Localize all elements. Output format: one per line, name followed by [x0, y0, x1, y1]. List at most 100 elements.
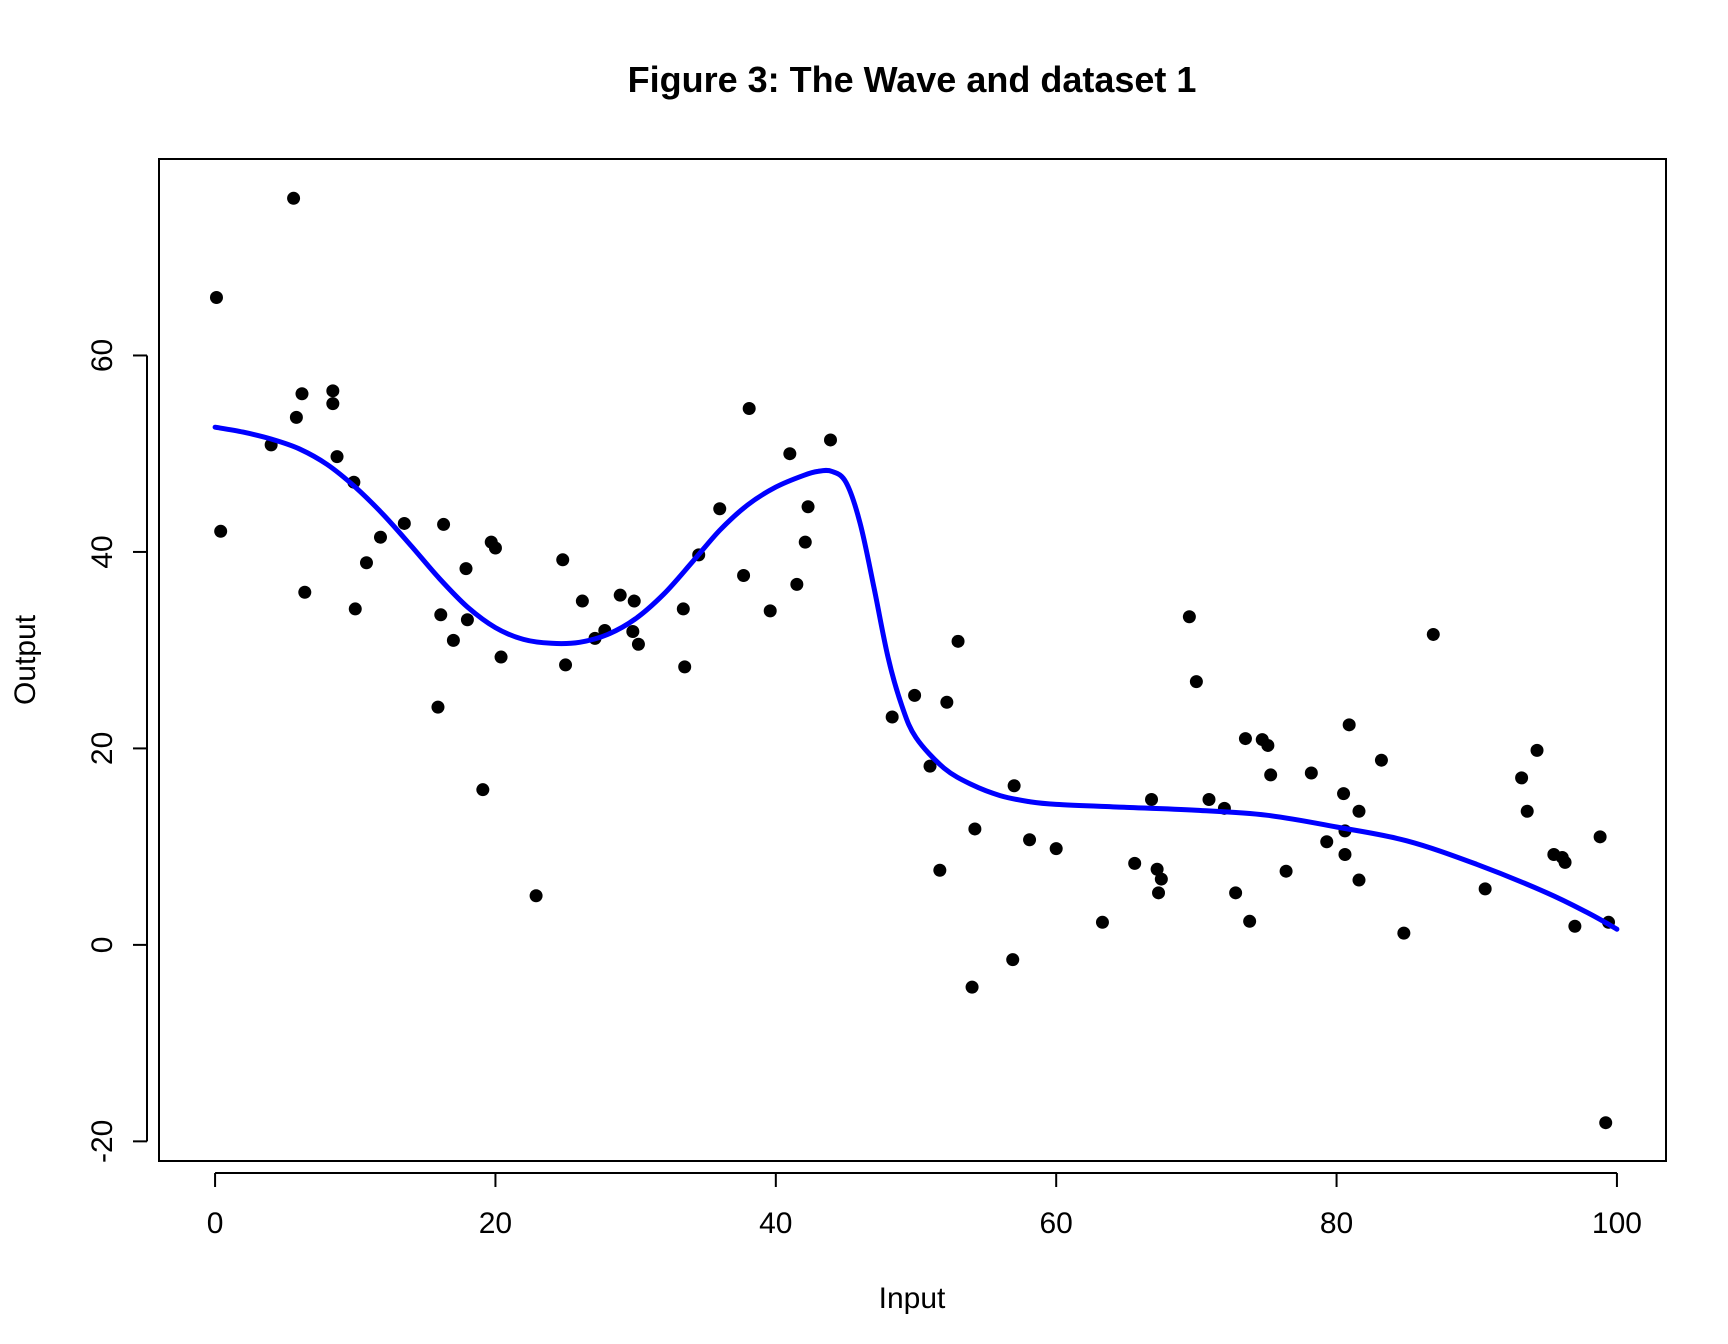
- data-point-18: [446, 633, 460, 647]
- data-point-34: [631, 637, 645, 651]
- data-point-65: [1182, 610, 1196, 624]
- data-point-84: [1374, 753, 1388, 767]
- data-point-54: [968, 822, 982, 836]
- data-point-90: [1530, 743, 1544, 757]
- data-points: [209, 191, 1616, 1130]
- data-point-7: [326, 384, 340, 398]
- data-point-23: [488, 541, 502, 555]
- data-point-12: [359, 556, 373, 570]
- data-point-62: [1150, 862, 1164, 876]
- fitted-curve: [212, 424, 1620, 932]
- data-point-67: [1202, 792, 1216, 806]
- data-point-9: [330, 450, 344, 464]
- y-tick-label-3: 40: [86, 535, 119, 568]
- x-axis: 0 20 40 60 80 100: [207, 1172, 1642, 1240]
- data-point-46: [823, 433, 837, 447]
- y-axis: -20 0 20 40 60: [86, 339, 148, 1163]
- data-point-33: [627, 594, 641, 608]
- data-point-44: [798, 535, 812, 549]
- data-point-45: [801, 500, 815, 514]
- data-point-82: [1352, 873, 1366, 887]
- data-point-13: [373, 530, 387, 544]
- data-point-63: [1152, 886, 1166, 900]
- data-point-66: [1189, 675, 1203, 689]
- data-point-48: [908, 688, 922, 702]
- data-point-4: [289, 410, 303, 424]
- data-point-52: [951, 634, 965, 648]
- data-point-81: [1342, 718, 1356, 732]
- x-tick-label-2: 40: [759, 1207, 792, 1240]
- y-axis-label: Output: [9, 614, 42, 705]
- y-tick-label-1: 0: [86, 937, 119, 954]
- data-point-6: [298, 585, 312, 599]
- data-point-41: [763, 604, 777, 618]
- y-tick-label-2: 20: [86, 732, 119, 765]
- y-tick-label-0: -20: [86, 1120, 119, 1163]
- data-point-74: [1264, 768, 1278, 782]
- data-point-21: [476, 783, 490, 797]
- data-point-0: [209, 291, 223, 305]
- data-point-28: [575, 594, 589, 608]
- data-point-32: [626, 625, 640, 639]
- data-point-83: [1352, 804, 1366, 818]
- data-point-55: [1006, 953, 1020, 967]
- x-tick-label-3: 60: [1040, 1207, 1073, 1240]
- data-point-43: [790, 577, 804, 591]
- data-point-35: [676, 602, 690, 616]
- data-point-25: [529, 889, 543, 903]
- data-point-87: [1478, 882, 1492, 896]
- data-point-47: [885, 710, 899, 724]
- data-point-88: [1515, 771, 1529, 785]
- x-axis-label: Input: [879, 1282, 946, 1315]
- data-point-77: [1320, 835, 1334, 849]
- data-point-26: [556, 553, 570, 567]
- data-point-58: [1049, 842, 1063, 856]
- data-point-40: [742, 402, 756, 416]
- data-point-5: [295, 387, 309, 401]
- data-point-27: [559, 658, 573, 672]
- data-point-11: [348, 602, 362, 616]
- y-tick-label-4: 60: [86, 339, 119, 372]
- data-point-85: [1397, 926, 1411, 940]
- x-tick-label-0: 0: [207, 1207, 224, 1240]
- data-point-17: [437, 517, 451, 531]
- data-point-86: [1426, 627, 1440, 641]
- x-tick-label-5: 100: [1592, 1207, 1642, 1240]
- data-point-70: [1238, 732, 1252, 746]
- x-tick-label-1: 20: [479, 1207, 512, 1240]
- data-point-20: [460, 613, 474, 627]
- data-point-42: [783, 447, 797, 461]
- data-point-1: [214, 524, 228, 538]
- data-point-96: [1599, 1116, 1613, 1130]
- x-tick-label-4: 80: [1320, 1207, 1353, 1240]
- data-point-50: [933, 863, 947, 877]
- plot-frame: [158, 158, 1667, 1162]
- data-point-76: [1304, 766, 1318, 780]
- data-point-15: [431, 700, 445, 714]
- chart-title: Figure 3: The Wave and dataset 1: [628, 59, 1197, 100]
- data-point-3: [287, 191, 301, 205]
- data-point-61: [1145, 792, 1159, 806]
- data-point-80: [1338, 848, 1352, 862]
- data-point-60: [1128, 856, 1142, 870]
- data-point-51: [940, 695, 954, 709]
- data-point-31: [613, 588, 627, 602]
- data-point-75: [1279, 864, 1293, 878]
- data-point-14: [397, 516, 411, 530]
- data-point-16: [434, 608, 448, 622]
- data-point-69: [1229, 886, 1243, 900]
- data-point-36: [678, 660, 692, 674]
- data-point-89: [1520, 804, 1534, 818]
- data-point-59: [1095, 915, 1109, 929]
- data-point-57: [1023, 833, 1037, 847]
- data-point-71: [1243, 914, 1257, 928]
- data-point-95: [1593, 830, 1607, 844]
- data-point-93: [1558, 855, 1572, 869]
- data-point-38: [713, 502, 727, 516]
- data-point-19: [459, 562, 473, 576]
- data-point-64: [1154, 872, 1168, 886]
- data-point-39: [737, 569, 751, 583]
- data-point-94: [1568, 919, 1582, 933]
- data-point-24: [494, 650, 508, 664]
